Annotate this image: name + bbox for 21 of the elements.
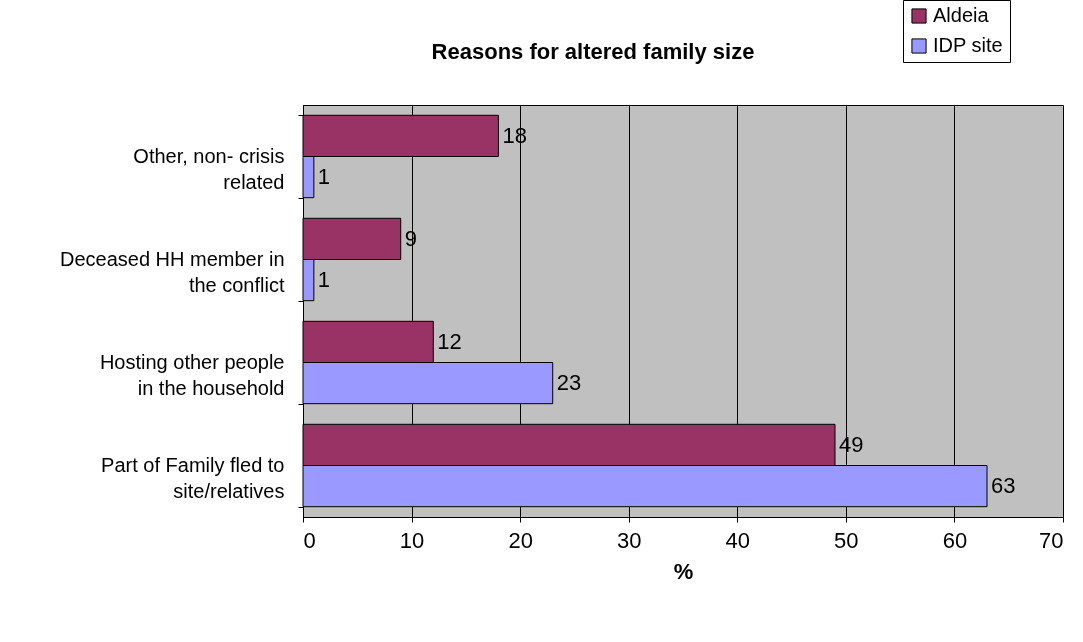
data-label: 12 <box>437 328 462 354</box>
x-tick-label: 70 <box>1039 527 1064 553</box>
data-label: 1 <box>317 164 331 190</box>
y-tick-label: Hosting other people in the household <box>99 351 285 399</box>
chart-title: Reasons for altered family size <box>431 39 755 64</box>
x-tick-label: 20 <box>508 527 533 553</box>
data-label: 63 <box>991 473 1016 499</box>
y-tick-label: Part of Family fled to site/relatives <box>101 454 285 502</box>
y-tick-label: Deceased HH member in the conflict <box>59 248 285 296</box>
x-tick-label: 60 <box>942 527 968 553</box>
x-axis-title: % <box>673 558 694 584</box>
y-tick-label: Other, non- crisis related <box>133 145 285 193</box>
legend-label: Aldeia <box>933 4 990 26</box>
x-tick-label: 40 <box>725 527 751 553</box>
x-tick-label: 10 <box>399 527 425 553</box>
legend-label: IDP site <box>933 34 1003 56</box>
x-tick-label: 50 <box>834 527 859 553</box>
x-tick-label: 0 <box>303 527 316 553</box>
data-label: 23 <box>556 370 582 396</box>
data-label: 1 <box>317 267 331 293</box>
x-tick-label: 30 <box>616 527 642 553</box>
